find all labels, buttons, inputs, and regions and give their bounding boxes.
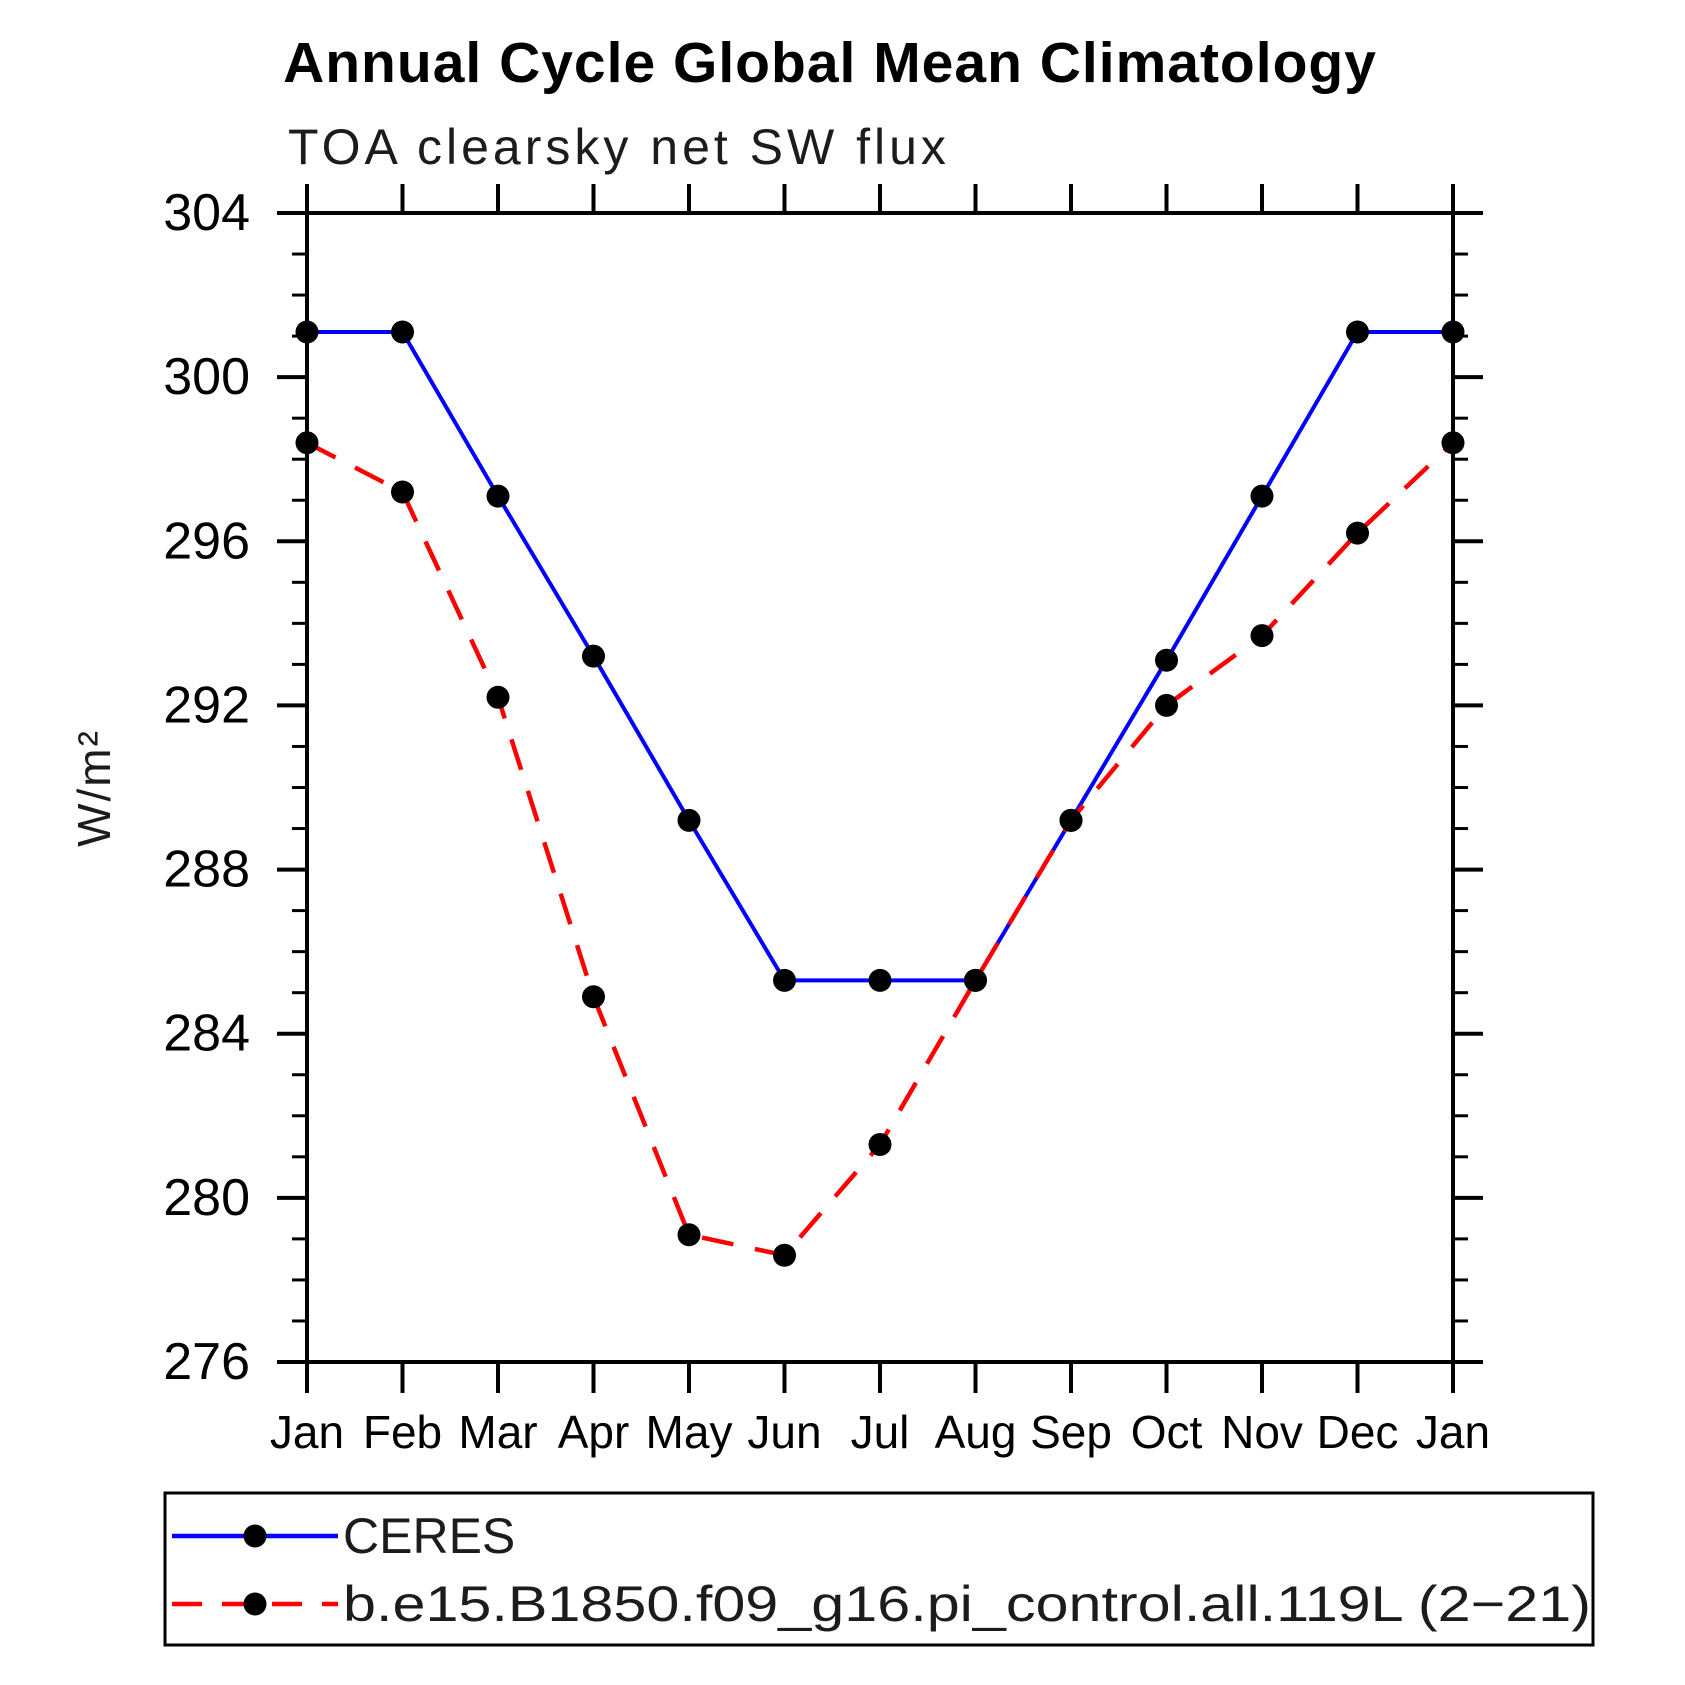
x-tick-label: Dec — [1317, 1406, 1399, 1458]
data-point-marker-1 — [1155, 693, 1178, 717]
x-tick-label: May — [646, 1406, 733, 1458]
legend-box — [163, 1491, 1595, 1647]
data-point-marker-1 — [1250, 624, 1274, 648]
legend-label-ceres: CERES — [343, 1508, 515, 1564]
data-point-marker-1 — [773, 1243, 796, 1267]
data-point-marker-0 — [1155, 648, 1178, 672]
plot-frame — [305, 211, 1455, 1364]
x-tick-label: Jun — [747, 1406, 821, 1458]
data-point-marker-1 — [1441, 431, 1465, 455]
data-point-marker-0 — [868, 968, 892, 992]
plot-area: 276 280 284 288 292 296 300 304 Jan Feb Mar Apr May J… — [163, 184, 1490, 1458]
data-point-marker-1 — [295, 431, 319, 455]
data-point-marker-0 — [677, 808, 701, 832]
data-point-marker-0 — [582, 644, 605, 668]
legend-marker-1 — [243, 1592, 267, 1616]
x-tick-label: Aug — [935, 1406, 1017, 1458]
chart-subtitle: TOA clearsky net SW flux — [288, 119, 950, 175]
data-point-marker-0 — [391, 320, 414, 344]
data-point-marker-0 — [295, 320, 319, 344]
y-tick-label: 288 — [163, 841, 250, 899]
x-tick-label: Feb — [363, 1406, 442, 1458]
x-tick-label: Apr — [558, 1406, 630, 1458]
legend-label-model: b.e15.B1850.f09_g16.pi_control.all.119L … — [343, 1576, 1591, 1632]
y-axis-label: W/m² — [68, 729, 120, 847]
data-point-marker-1 — [677, 1223, 701, 1247]
x-tick-label: Jan — [270, 1406, 344, 1458]
data-point-marker-0 — [1346, 320, 1369, 344]
data-point-marker-1 — [391, 480, 414, 504]
x-tick-label: Mar — [458, 1406, 537, 1458]
x-tick-label: Jul — [851, 1406, 910, 1458]
x-tick-label: Oct — [1131, 1406, 1203, 1458]
y-tick-label: 292 — [163, 676, 250, 734]
y-tick-label: 284 — [163, 1005, 250, 1063]
data-point-marker-1 — [1059, 808, 1083, 832]
chart-title: Annual Cycle Global Mean Climatology — [283, 31, 1377, 95]
y-tick-label: 276 — [163, 1333, 250, 1391]
y-tick-label: 296 — [163, 512, 250, 570]
y-tick-label: 304 — [163, 184, 250, 242]
data-point-marker-1 — [868, 1133, 892, 1157]
data-point-marker-0 — [486, 484, 510, 508]
data-point-marker-1 — [1346, 521, 1369, 545]
x-tick-label: Jan — [1416, 1406, 1490, 1458]
y-tick-label: 300 — [163, 348, 250, 406]
data-point-marker-1 — [486, 685, 510, 709]
data-point-marker-1 — [964, 968, 987, 992]
legend-marker-0 — [243, 1524, 267, 1548]
data-point-marker-1 — [582, 985, 605, 1009]
y-tick-label: 280 — [163, 1169, 250, 1227]
legend-samples — [172, 1524, 338, 1616]
data-point-marker-0 — [1250, 484, 1274, 508]
x-tick-label: Sep — [1030, 1406, 1112, 1458]
data-point-marker-0 — [773, 968, 796, 992]
x-tick-label: Nov — [1221, 1406, 1303, 1458]
legend: CERES b.e15.B1850.f09_g16.pi_control.all… — [163, 1491, 1595, 1647]
data-point-marker-0 — [1441, 320, 1465, 344]
